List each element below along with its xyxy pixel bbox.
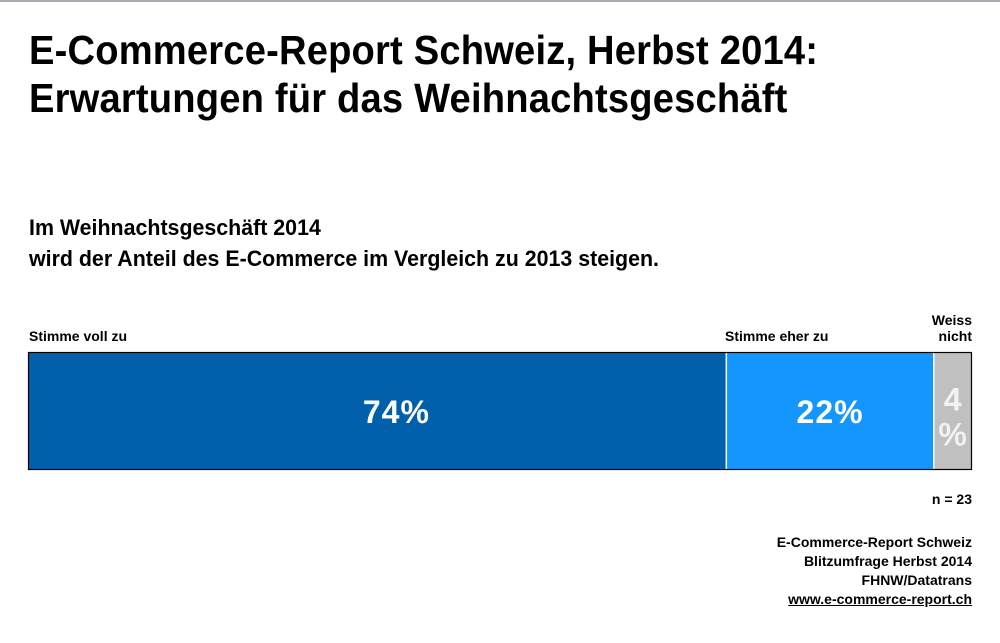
- data-label-stimme-eher-zu: 22%: [797, 394, 864, 430]
- bar-segment-weiss-nicht: [933, 352, 972, 470]
- source-line-1: E-Commerce-Report Schweiz: [776, 534, 972, 550]
- source-block: E-Commerce-Report Schweiz Blitzumfrage H…: [777, 533, 972, 609]
- source-line-3: FHNW/Datatrans: [861, 572, 972, 588]
- category-label-weiss-nicht-line-2: nicht: [938, 328, 972, 344]
- title-line-2: Erwartungen für das Weihnachtsgeschäft: [29, 75, 788, 121]
- title-line-1: E-Commerce-Report Schweiz, Herbst 2014:: [29, 27, 819, 73]
- source-line-2: Blitzumfrage Herbst 2014: [803, 553, 972, 569]
- data-label-weiss-nicht-part-2: %: [938, 417, 966, 453]
- bar-segment-stimme-eher-zu: [726, 352, 934, 470]
- data-label-weiss-nicht-part-1: 4: [944, 382, 962, 418]
- category-label-weiss-nicht-line-1: Weiss: [931, 312, 972, 328]
- category-label-weiss-nicht: Weiss nicht: [932, 312, 972, 344]
- category-label-stimme-voll-zu: Stimme voll zu: [29, 328, 128, 344]
- question-line-1: Im Weihnachtsgeschäft 2014: [29, 215, 321, 240]
- data-label-stimme-voll-zu: 74%: [363, 394, 430, 430]
- bar-segment-stimme-voll-zu: [28, 352, 727, 470]
- category-label-stimme-eher-zu: Stimme eher zu: [725, 328, 829, 344]
- page-title: E-Commerce-Report Schweiz, Herbst 2014: …: [29, 26, 818, 122]
- chart-question: Im Weihnachtsgeschäft 2014 wird der Ante…: [29, 212, 659, 274]
- bar-outline: [27, 351, 973, 471]
- question-line-2: wird der Anteil des E-Commerce im Vergle…: [29, 246, 659, 271]
- sample-size-note: n = 23: [931, 491, 972, 507]
- source-website-link[interactable]: www.e-commerce-report.ch: [788, 591, 972, 607]
- top-border-line: [0, 0, 1000, 2]
